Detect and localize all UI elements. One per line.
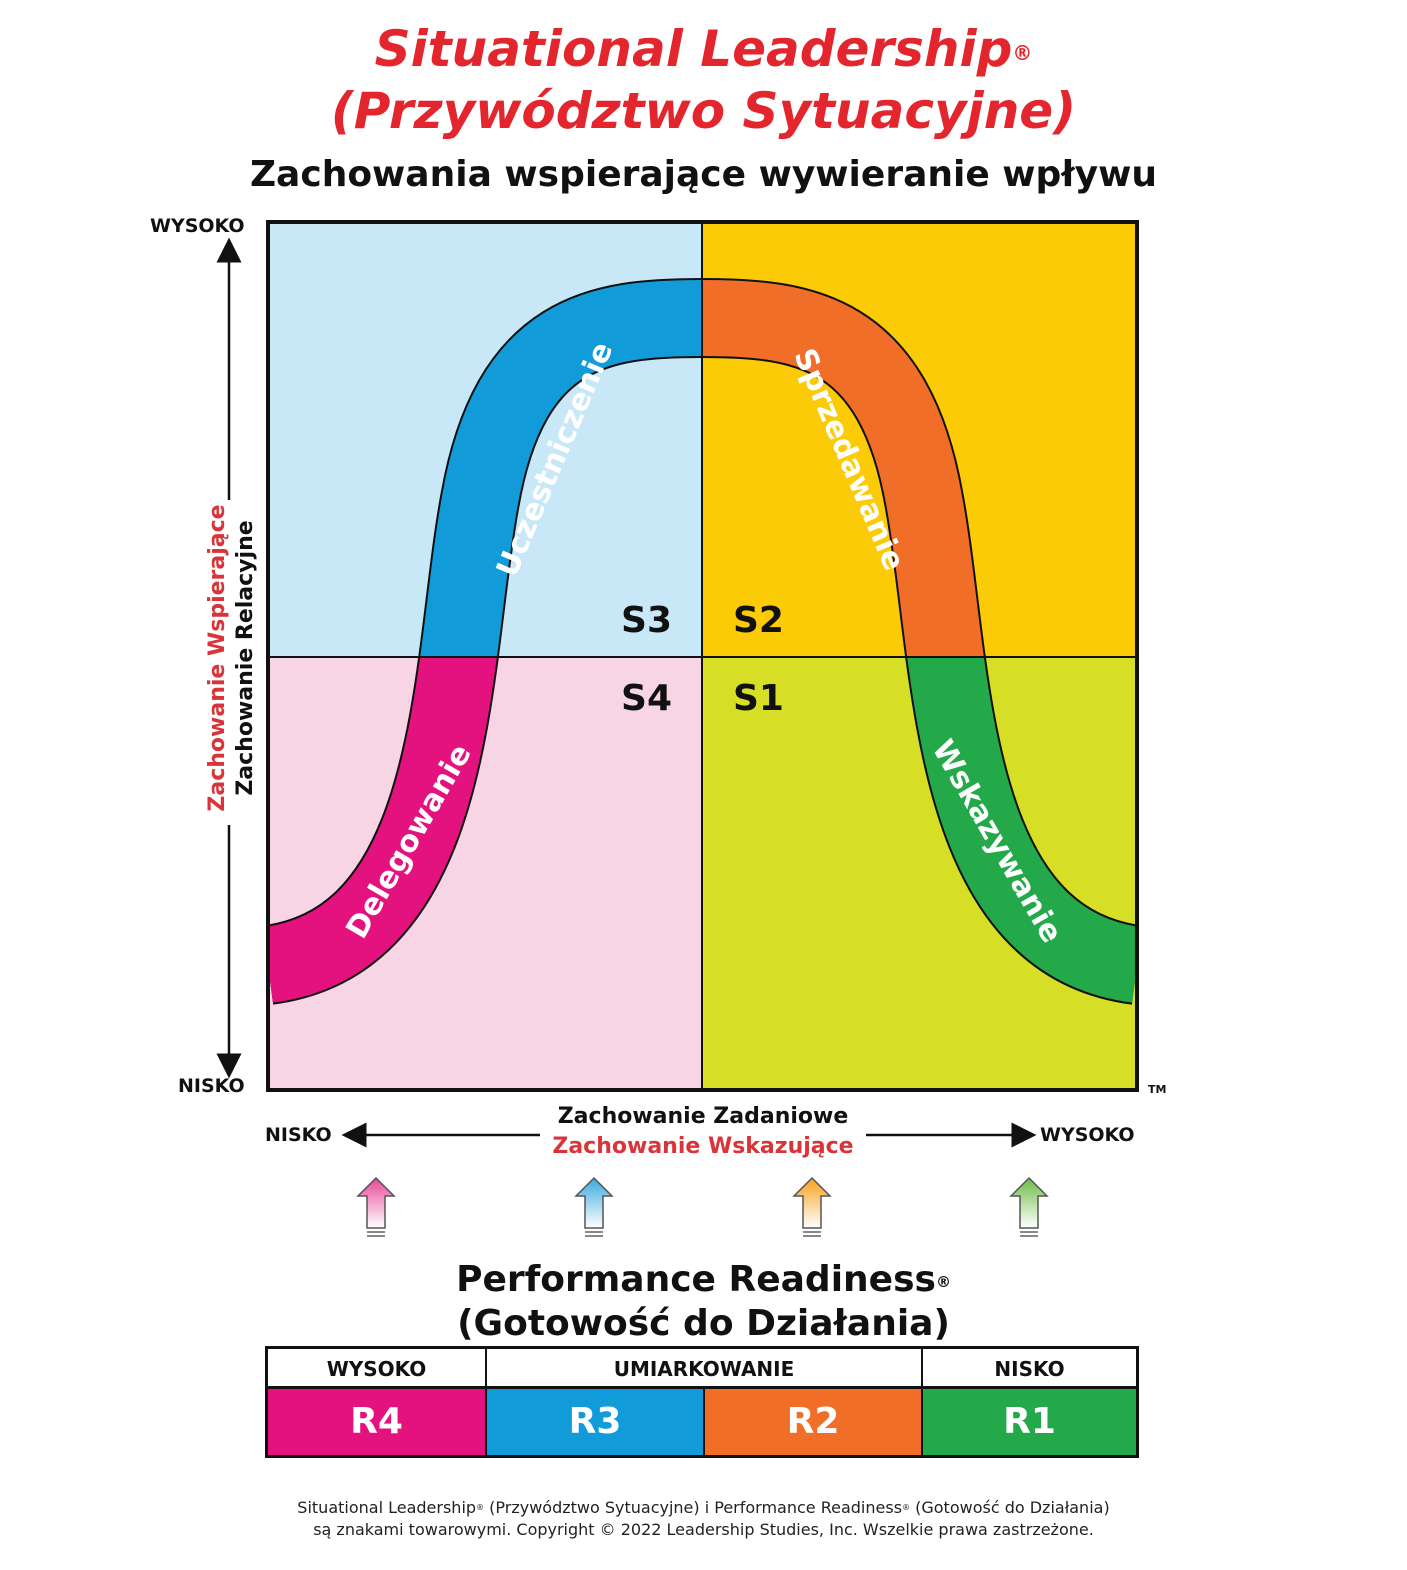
readiness-arrow-r2 [792, 1176, 832, 1237]
readiness-table: WYSOKO UMIARKOWANIE NISKO R4 R3 R2 R1 [265, 1346, 1139, 1458]
quadrant-code-s2: S2 [733, 600, 784, 641]
copyright-footer: Situational Leadership® (Przywództwo Syt… [297, 1498, 1110, 1539]
curve-segment-wskazywanie [907, 657, 1137, 1003]
readiness-arrow-r1 [1009, 1176, 1049, 1237]
y-axis-high-label: WYSOKO [150, 215, 245, 237]
readiness-level-r1: R1 [923, 1389, 1136, 1455]
x-axis-title-red: Zachowanie Wskazujące [552, 1134, 854, 1159]
readiness-level-r3: R3 [487, 1389, 705, 1455]
y-axis-low-label: NISKO [178, 1075, 245, 1097]
readiness-header-low: NISKO [923, 1349, 1136, 1389]
y-axis-title-red: Zachowanie Wspierające [205, 504, 230, 812]
readiness-header-moderate: UMIARKOWANIE [487, 1349, 923, 1389]
y-axis-title-black: Zachowanie Relacyjne [233, 520, 258, 796]
x-axis-high-label: WYSOKO [1040, 1124, 1135, 1146]
quadrant-code-s3: S3 [621, 600, 672, 641]
title-line-2: (Przywództwo Sytuacyjne) [330, 82, 1077, 140]
readiness-arrow-r3 [574, 1176, 614, 1237]
title-line-1: Situational Leadership® [374, 20, 1033, 78]
diagram-subtitle: Zachowania wspierające wywieranie wpływu [249, 154, 1158, 195]
quadrant-code-s1: S1 [733, 678, 784, 719]
readiness-level-r2: R2 [705, 1389, 923, 1455]
readiness-level-r4: R4 [268, 1389, 487, 1455]
trademark-mark: TM [1148, 1083, 1166, 1096]
x-axis-low-label: NISKO [265, 1124, 332, 1146]
x-axis-title-black: Zachowanie Zadaniowe [557, 1104, 849, 1129]
curve-segment-delegowanie [268, 657, 497, 1003]
y-axis-title: Zachowanie Wspierające Zachowanie Relacy… [204, 498, 260, 818]
readiness-header-high: WYSOKO [268, 1349, 487, 1389]
readiness-title: Performance Readiness® (Gotowość do Dzia… [456, 1259, 951, 1344]
readiness-arrow-r4 [356, 1176, 396, 1237]
quadrant-code-s4: S4 [621, 678, 672, 719]
